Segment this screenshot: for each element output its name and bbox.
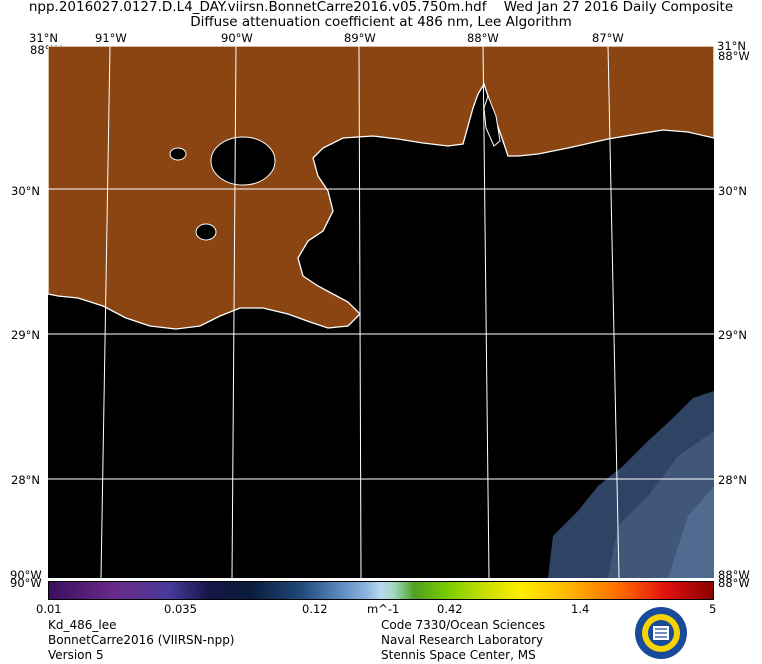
land-mass (48, 46, 714, 330)
org-location: Stennis Space Center, MS (381, 648, 536, 662)
lat-label-top-right: 31°N (717, 39, 746, 53)
footer-right: Code 7330/Ocean Sciences Naval Research … (381, 618, 545, 663)
lon-edge-label-top-right: 88°W (718, 49, 750, 63)
colorbar-tick-3: 0.42 (437, 602, 463, 616)
meridian-88w (482, 46, 490, 578)
date-label: Wed Jan 27 2016 Daily Composite (503, 0, 734, 15)
lake-inland (195, 223, 217, 241)
lat-label-29-right: 29°N (718, 328, 747, 342)
lon-label-87: 87°W (592, 31, 624, 45)
map-panel (48, 46, 714, 578)
lake-pontchartrain (210, 136, 276, 186)
lake-maurepas (169, 147, 187, 161)
map-svg (48, 46, 714, 578)
filename-text: npp.2016027.0127.D.L4_DAY.viirsn.BonnetC… (28, 0, 487, 15)
colorbar (48, 581, 714, 600)
lon-edge-label-bottom-left-2: 90°W (10, 576, 42, 590)
meridian-89w (358, 46, 362, 578)
meridian-90w (231, 46, 237, 578)
lat-label-30-left: 30°N (11, 184, 40, 198)
colorbar-tick-1: 0.035 (164, 602, 197, 616)
colorbar-tick-5: 5 (709, 602, 717, 616)
footer-left: Kd_486_lee BonnetCarre2016 (VIIRSN-npp) … (48, 618, 235, 663)
satellite-data-patch (548, 391, 714, 578)
colorbar-tick-2: 0.12 (302, 602, 328, 616)
lon-label-90: 90°W (221, 31, 253, 45)
graticule (48, 46, 714, 578)
lat-label-28-left: 28°N (11, 473, 40, 487)
lon-label-89: 89°W (344, 31, 376, 45)
product-name: Kd_486_lee (48, 618, 117, 632)
dataset-name: BonnetCarre2016 (VIIRSN-npp) (48, 633, 235, 647)
lon-edge-label-bottom-left: 90°W (10, 568, 42, 582)
colorbar-unit: m^-1 (367, 602, 400, 616)
org-code: Code 7330/Ocean Sciences (381, 618, 546, 632)
version-text: Version 5 (48, 648, 104, 662)
lat-label-28-right: 28°N (718, 473, 747, 487)
colorbar-tick-4: 1.4 (571, 602, 590, 616)
lon-edge-label-bottom-right-2: 88°W (718, 576, 750, 590)
lat-label-29-left: 29°N (11, 328, 40, 342)
header-line-1: npp.2016027.0127.D.L4_DAY.viirsn.BonnetC… (0, 0, 762, 15)
colorbar-tick-0: 0.01 (36, 602, 62, 616)
org-name: Naval Research Laboratory (381, 633, 544, 647)
product-title: Diffuse attenuation coefficient at 486 n… (190, 14, 572, 30)
map-header: npp.2016027.0127.D.L4_DAY.viirsn.BonnetC… (0, 0, 762, 30)
meridian-87w (607, 46, 620, 578)
meridian-91w (100, 46, 111, 578)
nrl-seal-icon (634, 606, 688, 664)
lat-label-30-right: 30°N (718, 184, 747, 198)
lon-label-91: 91°W (95, 31, 127, 45)
lat-label-top-left: 31°N (29, 31, 58, 45)
lon-label-88: 88°W (467, 31, 499, 45)
lon-edge-label-bottom-right: 88°W (718, 568, 750, 582)
